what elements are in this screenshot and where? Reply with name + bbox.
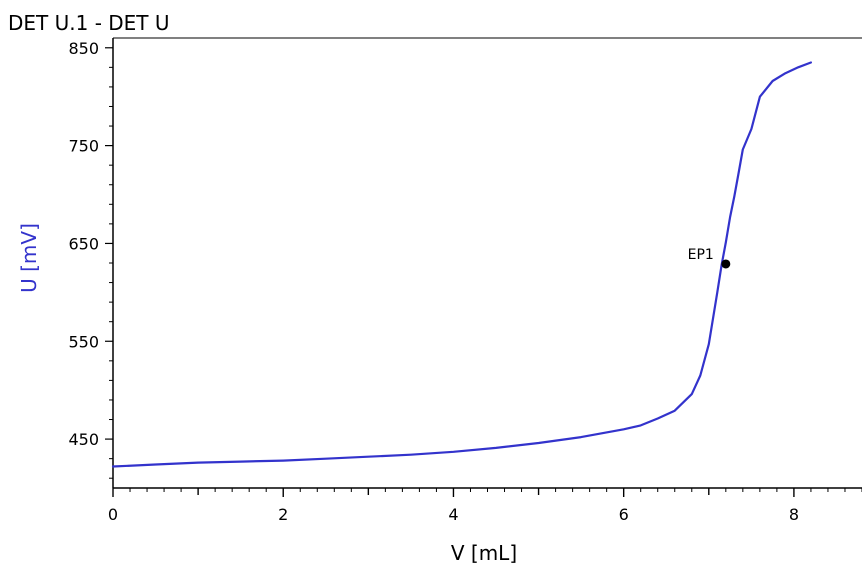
endpoint-label: EP1: [688, 247, 714, 263]
annotations-layer: EP1: [688, 247, 731, 269]
y-tick-label: 450: [68, 430, 99, 449]
y-tick-label: 850: [68, 39, 99, 58]
y-axis-ticks: 450 550 650 750 850: [68, 39, 113, 479]
x-tick-label: 0: [108, 505, 118, 524]
y-tick-label: 550: [68, 332, 99, 351]
titration-curve: [111, 61, 812, 468]
x-axis-ticks: 0 2 4 6 8: [108, 488, 862, 524]
y-tick-label: 650: [68, 234, 99, 253]
y-axis-label: U [mV]: [17, 223, 41, 293]
y-tick-label: 750: [68, 137, 99, 156]
x-tick-label: 2: [278, 505, 288, 524]
x-tick-label: 4: [448, 505, 458, 524]
chart-title: DET U.1 - DET U: [8, 11, 170, 35]
x-tick-label: 6: [619, 505, 629, 524]
x-axis-label: V [mL]: [451, 541, 517, 564]
endpoint-marker: [721, 259, 731, 269]
x-tick-label: 8: [789, 505, 799, 524]
